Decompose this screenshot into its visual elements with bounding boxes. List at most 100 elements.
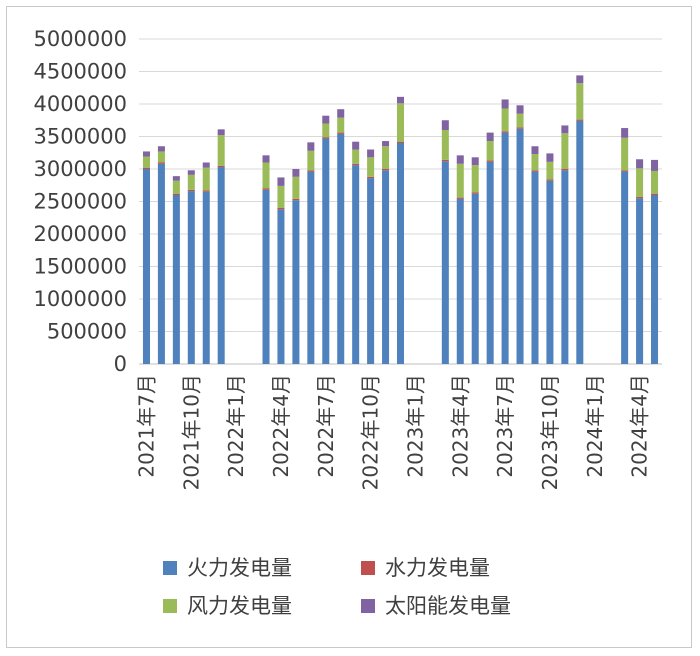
bar-segment-series-3 [202,162,210,168]
bar-segment-series-0 [337,133,345,364]
y-tick-label: 5000000 [33,27,127,51]
legend-label: 风力发电量 [187,594,292,618]
bar-segment-series-1 [157,162,165,164]
y-tick-label: 0 [114,352,127,376]
legend-label: 太阳能发电量 [385,594,511,618]
bar-segment-series-0 [217,167,225,364]
bar-segment-series-3 [396,96,405,104]
bar-segment-series-0 [621,171,629,364]
x-tick-label: 2021年7月 [134,374,158,478]
bar-segment-series-1 [277,208,285,210]
bar-segment-series-0 [486,161,494,364]
x-tick-label: 2024年4月 [628,374,652,478]
bar-segment-series-3 [546,153,554,162]
bar-segment-series-3 [142,151,150,157]
x-tick-label: 2022年10月 [359,374,383,490]
y-tick-label: 4000000 [33,92,127,116]
bar-segment-series-3 [352,141,360,150]
bar-segment-series-3 [621,128,629,138]
bar-segment-series-0 [396,143,405,364]
x-tick-label: 2022年4月 [269,374,293,478]
bar-segment-series-3 [187,170,195,175]
legend-swatch [163,599,177,613]
bar-segment-series-0 [352,165,360,364]
bar-segment-series-3 [307,142,315,151]
x-tick-label: 2023年1月 [403,374,427,478]
y-tick-label: 2500000 [33,190,127,214]
bar-segment-series-1 [486,160,494,162]
bar-segment-series-0 [187,191,195,364]
y-tick-label: 4500000 [33,60,127,84]
chart-frame [6,6,692,648]
bar-segment-series-0 [636,198,644,364]
bar-segment-series-0 [322,138,330,364]
bar-segment-series-2 [292,176,300,199]
bar-segment-series-2 [396,103,405,142]
bar-segment-series-3 [486,132,494,142]
bar-segment-series-1 [456,197,464,199]
y-tick-label: 3000000 [33,157,127,181]
bar-segment-series-1 [142,167,150,169]
bar-segment-series-0 [142,169,150,364]
bar-segment-series-0 [576,120,584,365]
bar-segment-series-0 [382,170,390,364]
bar-segment-series-1 [307,170,315,172]
legend-swatch [361,599,375,613]
bar-segment-series-1 [561,169,569,171]
bar-segment-series-0 [501,132,509,364]
bar-segment-series-1 [501,131,509,133]
bar-segment-series-3 [636,159,644,169]
bar-segment-series-2 [217,135,225,166]
bar-segment-series-1 [546,179,554,181]
bar-segment-series-2 [142,156,150,168]
x-tick-label: 2021年10月 [179,374,203,490]
y-tick-label: 3500000 [33,125,127,149]
bar-segment-series-3 [367,149,375,158]
bar-segment-series-3 [456,155,464,164]
y-tick-label: 1000000 [33,287,127,311]
bar-segment-series-2 [322,123,330,138]
bar-segment-series-2 [636,168,644,197]
bar-segment-series-2 [456,163,464,198]
bar-segment-series-1 [322,137,330,139]
bar-segment-series-0 [367,178,375,364]
bar-segment-series-2 [561,133,569,169]
bar-segment-series-3 [382,141,390,147]
x-axis-ticks: 2021年7月 2021年10月 2022年1月 2022年4月 2022年7月 2022… [134,374,651,490]
bar-segment-series-2 [202,167,210,191]
bar-segment-series-1 [382,169,390,171]
bar-segment-series-0 [651,195,659,364]
x-tick-label: 2024年1月 [583,374,607,478]
bar-segment-series-2 [157,151,165,163]
x-tick-label: 2023年4月 [448,374,472,478]
x-tick-label: 2023年7月 [493,374,517,478]
bar-segment-series-3 [157,146,165,152]
y-axis-ticks: 0 500000 1000000 1500000 2000000 2500000 30000… [33,27,127,376]
bar-segment-series-1 [531,170,539,172]
bar-segment-series-3 [292,169,300,177]
bar-segment-series-0 [172,195,180,364]
y-tick-label: 2000000 [33,222,127,246]
bar-segment-series-2 [352,149,360,164]
bar-segment-series-2 [307,150,315,171]
bar-segment-series-2 [546,161,554,180]
bar-segment-series-0 [456,198,464,364]
bar-segment-series-1 [337,132,345,134]
bar-segment-series-1 [636,196,644,199]
bar-segment-series-2 [277,185,285,208]
bar-segment-series-0 [561,170,569,364]
x-tick-label: 2023年10月 [538,374,562,490]
x-tick-label: 2022年7月 [314,374,338,478]
bar-segment-series-0 [471,193,479,364]
bar-segment-series-0 [307,171,315,364]
bar-segment-series-0 [262,189,270,364]
bar-segment-series-3 [531,146,539,155]
bar-segment-series-2 [486,141,494,161]
bar-segment-series-2 [576,83,584,120]
bar-segment-series-2 [501,108,509,132]
bar-segment-series-1 [172,193,180,195]
bar-segment-series-3 [262,155,270,163]
bar-segment-series-0 [546,180,554,364]
bar-segment-series-1 [262,188,270,190]
